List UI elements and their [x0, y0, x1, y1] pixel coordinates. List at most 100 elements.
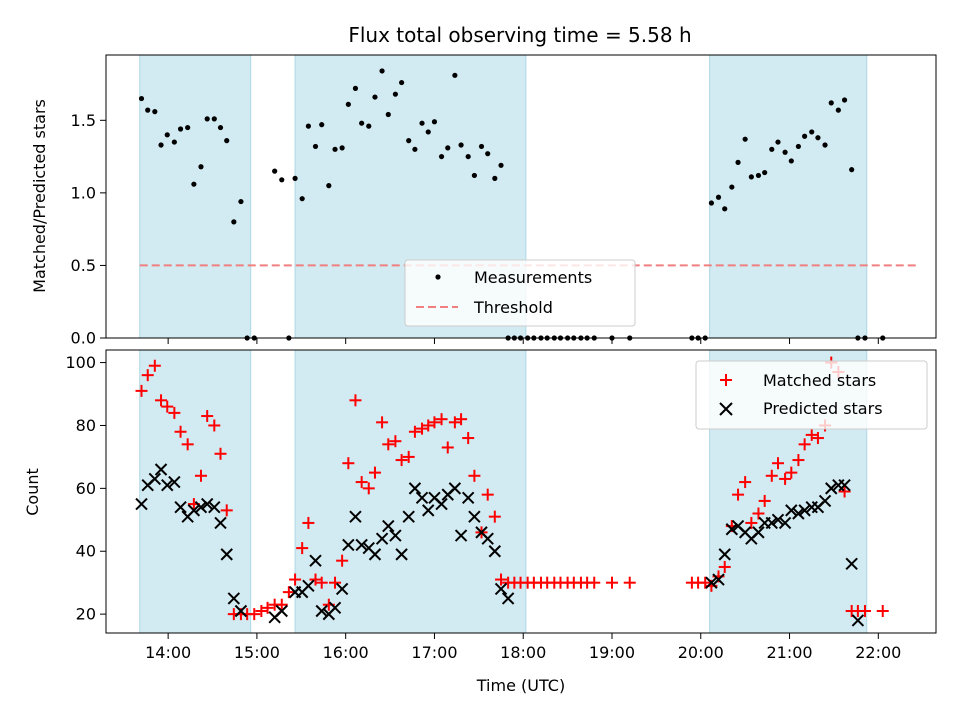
x-tick-label-6: 20:00 — [678, 643, 724, 662]
measurements-point-33 — [372, 94, 378, 100]
count-x-ticks: 14:00 15:00 16:00 17:00 18:00 19:00 20:00 21:00… — [145, 633, 901, 662]
matched-stars-point-39 — [395, 454, 408, 467]
matched-stars-point-68 — [588, 576, 601, 589]
matched-stars-point-5 — [168, 406, 181, 419]
measurements-point-50 — [485, 151, 491, 157]
matched-stars-point-23 — [289, 573, 302, 586]
y-tick-label-0-0: 0.0 — [71, 329, 96, 348]
matched-stars-point-3 — [155, 394, 168, 407]
predicted-stars-point-53 — [718, 548, 731, 561]
matched-stars-point-81 — [752, 507, 765, 520]
predicted-stars-point-10 — [200, 497, 214, 511]
matched-stars-point-27 — [315, 576, 328, 589]
measurements-point-13 — [224, 138, 230, 144]
matched-stars-point-47 — [448, 416, 461, 429]
predicted-stars-point-43 — [454, 529, 468, 542]
ratio-y-axis-label: Matched/Predicted stars — [30, 99, 49, 293]
measurements-point-36 — [392, 91, 398, 97]
matched-stars-point-32 — [349, 394, 362, 407]
matched-stars-point-45 — [435, 413, 448, 426]
matched-stars-point-13 — [220, 504, 233, 517]
matched-stars-point-12 — [214, 447, 227, 460]
measurements-point-40 — [419, 120, 425, 126]
measurements-point-47 — [465, 153, 471, 160]
matched-stars-point-0 — [135, 384, 148, 397]
y-tick-label-0-2: 1.0 — [71, 183, 96, 202]
legend-marker-measurements — [435, 274, 441, 280]
measurements-point-79 — [755, 172, 762, 179]
ratio-panel: 0.0 0.5 1.0 1.5 Matched/Predicted stars Mea… — [30, 54, 937, 348]
matched-stars-point-24 — [296, 542, 309, 555]
matched-stars-point-38 — [389, 435, 402, 448]
y-tick-label-1-2: 60 — [76, 479, 96, 498]
predicted-stars-point-44 — [461, 491, 475, 504]
predicted-stars-point-4 — [161, 479, 174, 492]
matched-stars-point-30 — [336, 554, 349, 567]
x-tick-label-2: 16:00 — [323, 643, 369, 662]
measurements-point-46 — [458, 142, 464, 148]
legend-marker-predicted — [719, 402, 733, 416]
measurements-point-37 — [399, 79, 405, 86]
matched-stars-point-86 — [785, 466, 798, 479]
matched-stars-point-79 — [739, 476, 752, 489]
y-tick-label-1-0: 20 — [76, 605, 96, 624]
measurements-point-90 — [828, 100, 834, 106]
measurements-point-81 — [769, 146, 775, 152]
chart-title: Flux total observing time = 5.58 h — [348, 23, 691, 47]
measurements-point-80 — [762, 169, 768, 176]
count-y-ticks: 20 40 60 80 100 — [65, 353, 106, 624]
predicted-stars-point-60 — [765, 516, 778, 530]
predicted-stars-point-38 — [422, 504, 435, 517]
measurements-point-92 — [841, 97, 848, 103]
matched-stars-point-42 — [416, 422, 429, 435]
measurements-point-30 — [352, 85, 359, 91]
measurements-point-6 — [177, 126, 184, 132]
predicted-stars-point-2 — [148, 472, 162, 486]
ratio-panel-frame — [105, 54, 937, 339]
measurements-point-19 — [272, 168, 278, 174]
observing-window-0 — [139, 54, 252, 339]
matched-stars-point-78 — [732, 488, 745, 501]
predicted-stars-point-73 — [851, 614, 865, 627]
matched-stars-point-36 — [376, 416, 389, 429]
matched-stars-point-83 — [765, 469, 778, 482]
measurements-point-28 — [339, 145, 345, 151]
matched-stars-point-18 — [255, 604, 268, 617]
matched-stars-point-11 — [208, 419, 221, 432]
predicted-stars-point-61 — [771, 513, 785, 527]
predicted-stars-point-6 — [174, 501, 187, 514]
y-tick-label-0-1: 0.5 — [71, 256, 96, 275]
measurements-point-14 — [231, 219, 237, 225]
matched-stars-point-37 — [382, 438, 395, 451]
measurements-point-42 — [431, 119, 438, 125]
legend-label-matched: Matched stars — [763, 371, 876, 390]
matched-stars-point-89 — [805, 428, 818, 441]
predicted-stars-point-12 — [214, 516, 227, 530]
x-tick-label-1: 15:00 — [234, 643, 280, 662]
measurements-point-44 — [445, 145, 451, 151]
matched-stars-point-4 — [161, 400, 174, 413]
measurements-point-49 — [478, 143, 485, 150]
measurements-point-83 — [782, 149, 788, 155]
legend-marker-matched — [720, 374, 732, 386]
measurements-point-39 — [412, 146, 418, 152]
measurements-point-8 — [191, 181, 197, 187]
x-tick-label-5: 19:00 — [589, 643, 635, 662]
predicted-stars-point-35 — [402, 510, 415, 523]
matched-stars-point-46 — [441, 441, 454, 454]
observing-window-0 — [139, 349, 252, 634]
matched-stars-point-48 — [455, 413, 468, 426]
measurements-point-78 — [748, 174, 754, 180]
measurements-point-85 — [795, 143, 802, 150]
matched-stars-point-94 — [838, 485, 851, 498]
measurements-point-20 — [279, 177, 285, 183]
predicted-stars-point-52 — [712, 573, 725, 586]
matched-stars-point-21 — [275, 598, 288, 611]
measurements-point-87 — [809, 129, 815, 135]
predicted-stars-point-48 — [488, 545, 502, 558]
matched-stars-point-87 — [792, 454, 805, 467]
matched-stars-point-35 — [368, 466, 381, 479]
measurements-point-22 — [299, 196, 305, 202]
matched-stars-point-34 — [362, 482, 375, 495]
